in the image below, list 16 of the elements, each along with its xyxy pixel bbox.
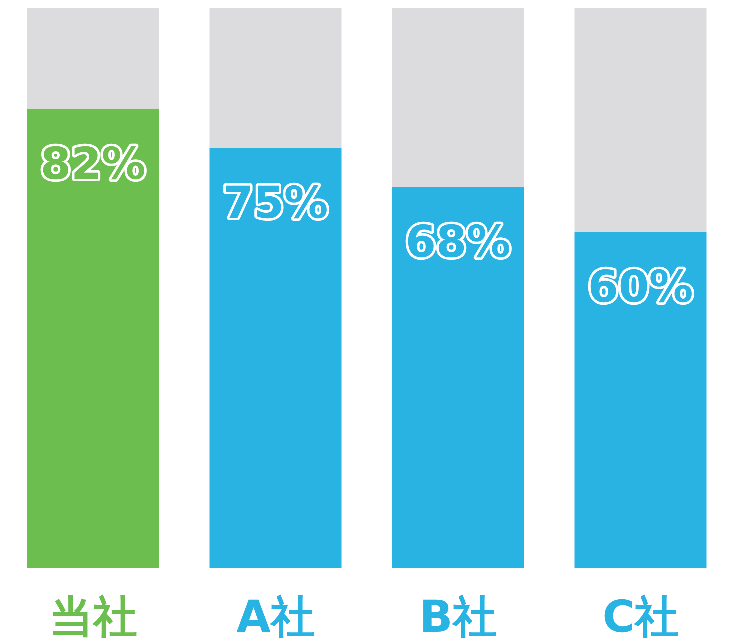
bar	[27, 8, 160, 109]
x-tick-label: B社	[419, 592, 498, 642]
bar	[210, 8, 342, 148]
x-tick-label: 当社	[49, 592, 138, 642]
data-label: 60%	[588, 262, 694, 313]
data-label: 82%	[40, 138, 146, 190]
data-label: 75%	[223, 178, 328, 229]
bar	[392, 187, 524, 568]
bar	[574, 232, 707, 568]
bar	[27, 108, 160, 568]
x-tick-label: A社	[236, 592, 315, 642]
bar	[210, 148, 342, 568]
data-label: 68%	[406, 217, 511, 268]
x-tick-label: C社	[602, 592, 679, 642]
bar	[392, 8, 524, 188]
bar	[574, 8, 707, 232]
